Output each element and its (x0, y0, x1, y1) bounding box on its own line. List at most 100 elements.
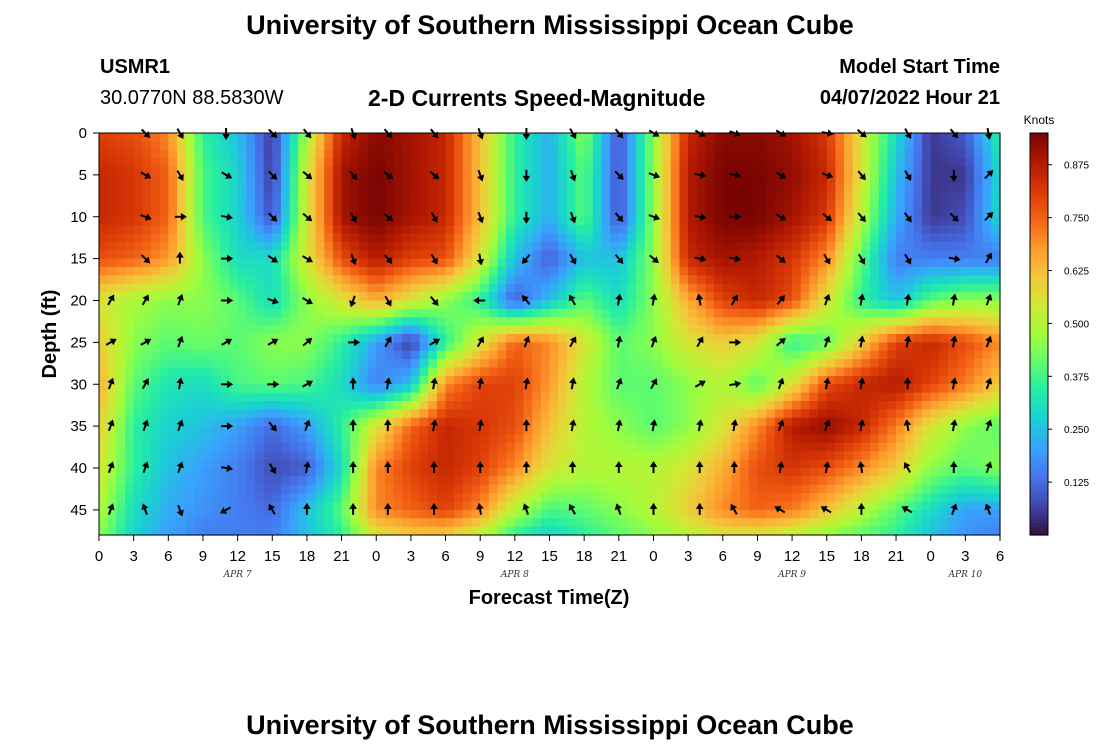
heatmap-cell (601, 149, 611, 159)
heatmap-cell (982, 258, 992, 268)
heatmap-cell (428, 141, 438, 151)
heatmap-cell (558, 501, 568, 511)
heatmap-cell (376, 300, 386, 310)
heatmap-cell (844, 191, 854, 201)
heatmap-cell (488, 183, 499, 193)
heatmap-cell (367, 501, 377, 511)
heatmap-cell (419, 509, 429, 519)
heatmap-cell (757, 308, 767, 318)
heatmap-cell (826, 166, 836, 176)
heatmap-cell (506, 409, 516, 419)
heatmap-cell (844, 442, 854, 452)
heatmap-cell (341, 174, 351, 184)
heatmap-cell (376, 158, 386, 168)
heatmap-cell (549, 183, 559, 193)
heatmap-cell (341, 392, 351, 402)
heatmap-cell (228, 426, 239, 436)
heatmap-cell (497, 183, 507, 193)
heatmap-cell (948, 518, 958, 528)
heatmap-cell (298, 342, 308, 352)
heatmap-cell (679, 275, 689, 285)
heatmap-cell (627, 292, 637, 302)
heatmap-cell (757, 350, 767, 360)
heatmap-cell (766, 166, 776, 176)
heatmap-cell (861, 384, 871, 394)
heatmap-cell (818, 434, 828, 444)
heatmap-cell (133, 334, 143, 343)
heatmap-cell (653, 442, 663, 452)
heatmap-cell (774, 267, 785, 276)
heatmap-cell (376, 409, 386, 419)
heatmap-cell (298, 267, 308, 276)
heatmap-cell (202, 434, 213, 444)
heatmap-cell (774, 334, 785, 343)
heatmap-cell (974, 258, 984, 268)
heatmap-cell (896, 191, 906, 201)
heatmap-cell (696, 518, 707, 528)
heatmap-cell (298, 317, 308, 327)
heatmap-cell (688, 325, 698, 335)
heatmap-cell (454, 275, 464, 285)
heatmap-cell (549, 375, 559, 385)
heatmap-cell (688, 166, 698, 176)
heatmap-cell (280, 141, 291, 151)
heatmap-cell (792, 493, 802, 503)
model-start-time: 04/07/2022 Hour 21 (819, 87, 1000, 109)
heatmap-cell (913, 191, 923, 201)
heatmap-cell (211, 451, 221, 461)
heatmap-cell (627, 191, 637, 201)
heatmap-cell (705, 208, 715, 218)
heatmap-cell (774, 158, 785, 168)
heatmap-cell (948, 451, 958, 461)
heatmap-cell (800, 375, 810, 385)
heatmap-cell (289, 501, 299, 511)
heatmap-cell (991, 258, 1001, 268)
heatmap-cell (480, 350, 490, 360)
heatmap-cell (904, 434, 914, 444)
heatmap-cell (506, 501, 516, 511)
heatmap-cell (679, 200, 689, 209)
heatmap-cell (991, 334, 1001, 343)
heatmap-cell (948, 275, 958, 285)
heatmap-cell (861, 149, 871, 159)
heatmap-cell (818, 133, 828, 142)
heatmap-cell (150, 434, 161, 444)
heatmap-cell (298, 133, 308, 142)
heatmap-cell (116, 493, 126, 503)
heatmap-cell (185, 417, 195, 427)
heatmap-cell (358, 183, 369, 193)
heatmap-cell (532, 334, 542, 343)
heatmap-cell (488, 526, 499, 536)
heatmap-cell (982, 183, 992, 193)
heatmap-cell (289, 476, 299, 486)
heatmap-cell (263, 526, 273, 536)
heatmap-cell (506, 200, 516, 209)
heatmap-cell (731, 300, 741, 310)
heatmap-cell (549, 518, 559, 528)
heatmap-cell (384, 216, 395, 226)
heatmap-cell (826, 208, 836, 218)
heatmap-cell (211, 267, 221, 276)
heatmap-cell (783, 166, 793, 176)
heatmap-cell (419, 350, 429, 360)
heatmap-cell (844, 434, 854, 444)
heatmap-cell (514, 518, 525, 528)
heatmap-cell (549, 384, 559, 394)
heatmap-cell (462, 493, 473, 503)
heatmap-cell (896, 359, 906, 369)
heatmap-cell (818, 275, 828, 285)
heatmap-cell (185, 267, 195, 276)
heatmap-cell (168, 258, 178, 268)
heatmap-cell (766, 501, 776, 511)
heatmap-cell (116, 250, 126, 260)
heatmap-cell (211, 225, 221, 235)
heatmap-cell (835, 476, 845, 486)
heatmap-cell (705, 526, 715, 536)
heatmap-cell (220, 283, 230, 293)
heatmap-cell (124, 183, 135, 193)
heatmap-cell (471, 208, 481, 218)
heatmap-cell (471, 183, 481, 193)
heatmap-cell (826, 334, 836, 343)
heatmap-cell (506, 258, 516, 268)
heatmap-cell (99, 476, 109, 486)
